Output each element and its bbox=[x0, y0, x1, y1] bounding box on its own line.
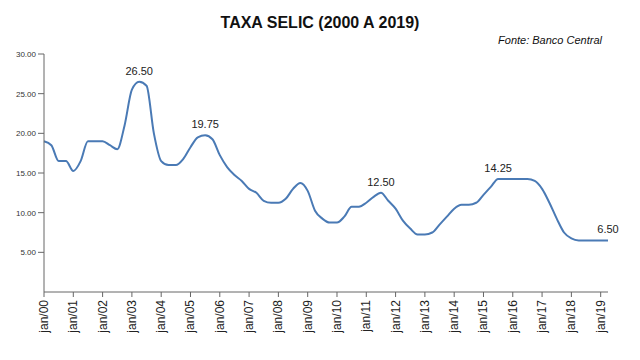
svg-text:26.50: 26.50 bbox=[125, 65, 153, 77]
svg-text:jan/00: jan/00 bbox=[37, 300, 51, 334]
svg-text:5.00: 5.00 bbox=[20, 248, 36, 257]
svg-text:25.00: 25.00 bbox=[16, 90, 37, 99]
svg-text:19.75: 19.75 bbox=[191, 118, 219, 130]
svg-text:jan/11: jan/11 bbox=[359, 300, 373, 333]
svg-text:jan/09: jan/09 bbox=[301, 300, 315, 334]
svg-text:12.50: 12.50 bbox=[367, 176, 395, 188]
svg-text:jan/04: jan/04 bbox=[154, 300, 168, 334]
svg-text:jan/13: jan/13 bbox=[418, 300, 432, 334]
svg-text:jan/08: jan/08 bbox=[271, 300, 285, 334]
svg-text:6.50: 6.50 bbox=[597, 223, 618, 235]
svg-text:jan/10: jan/10 bbox=[330, 300, 344, 334]
svg-text:jan/02: jan/02 bbox=[96, 300, 110, 334]
svg-text:jan/18: jan/18 bbox=[564, 300, 578, 334]
svg-text:jan/01: jan/01 bbox=[66, 300, 80, 334]
svg-text:jan/14: jan/14 bbox=[447, 300, 461, 334]
svg-text:jan/17: jan/17 bbox=[535, 300, 549, 334]
svg-text:jan/15: jan/15 bbox=[476, 300, 490, 334]
svg-text:jan/16: jan/16 bbox=[506, 300, 520, 334]
svg-text:14.25: 14.25 bbox=[484, 162, 512, 174]
html-text:TAXA SELIC (2000 A 2019): TAXA SELIC (2000 A 2019) bbox=[220, 14, 420, 31]
svg-text:15.00: 15.00 bbox=[16, 169, 37, 178]
svg-text:jan/03: jan/03 bbox=[125, 300, 139, 334]
svg-text:10.00: 10.00 bbox=[16, 209, 37, 218]
html-text:Fonte: Banco Central: Fonte: Banco Central bbox=[498, 34, 602, 46]
svg-text:jan/06: jan/06 bbox=[213, 300, 227, 334]
svg-text:jan/05: jan/05 bbox=[183, 300, 197, 334]
svg-text:30.00: 30.00 bbox=[16, 50, 37, 59]
svg-text:jan/19: jan/19 bbox=[594, 300, 608, 334]
svg-text:jan/12: jan/12 bbox=[389, 300, 403, 334]
svg-text:20.00: 20.00 bbox=[16, 129, 37, 138]
svg-text:jan/07: jan/07 bbox=[242, 300, 256, 334]
